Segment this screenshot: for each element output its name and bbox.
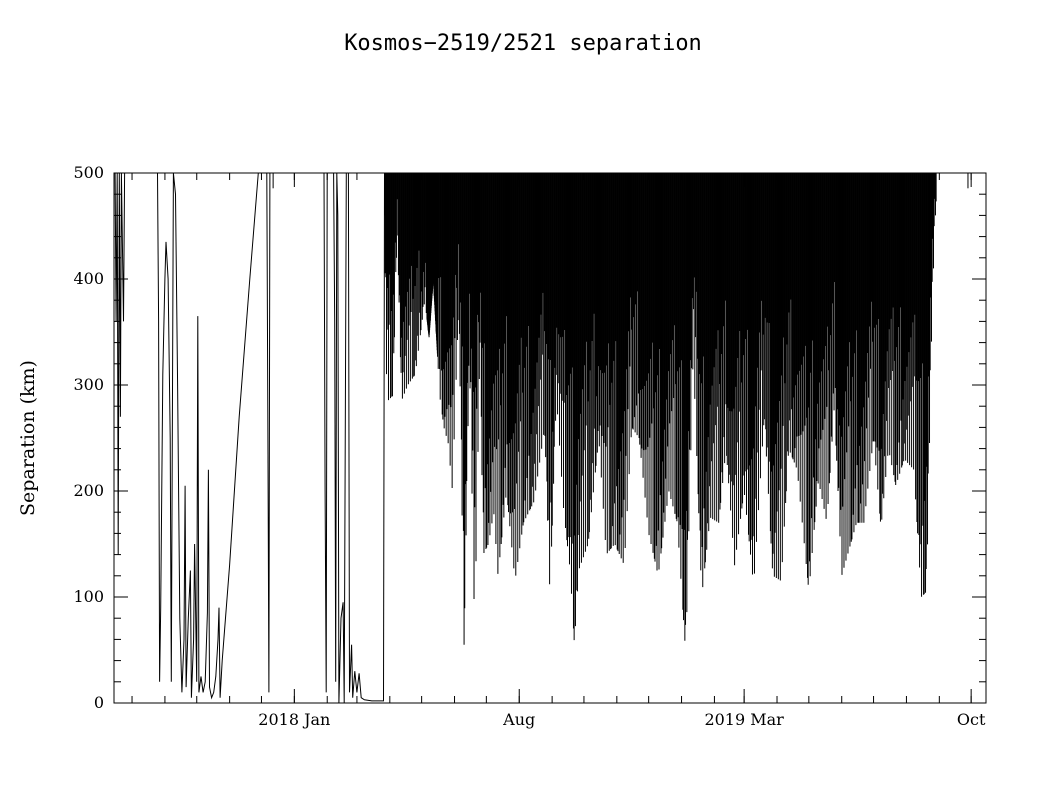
y-tick-label: 100: [73, 587, 104, 606]
x-tick-label: Oct: [957, 710, 986, 729]
y-tick-label: 200: [73, 481, 104, 500]
y-tick-label: 300: [73, 375, 104, 394]
chart-title: Kosmos−2519/2521 separation: [344, 31, 702, 56]
x-tick-label: 2019 Mar: [704, 710, 784, 729]
y-tick-label: 400: [73, 269, 104, 288]
plot-area: [114, 172, 969, 704]
axis-ticks: 0 100 200 300 400 500 2018 Jan Aug 2019 Mar Oct: [73, 163, 986, 729]
x-tick-label: 2018 Jan: [258, 710, 330, 729]
y-axis-label: Separation (km): [17, 360, 39, 516]
y-tick-label: 500: [73, 163, 104, 182]
separation-line: [114, 172, 385, 704]
x-tick-label: Aug: [502, 710, 535, 729]
y-tick-label: 0: [94, 693, 104, 712]
plot-frame: [113, 172, 987, 704]
